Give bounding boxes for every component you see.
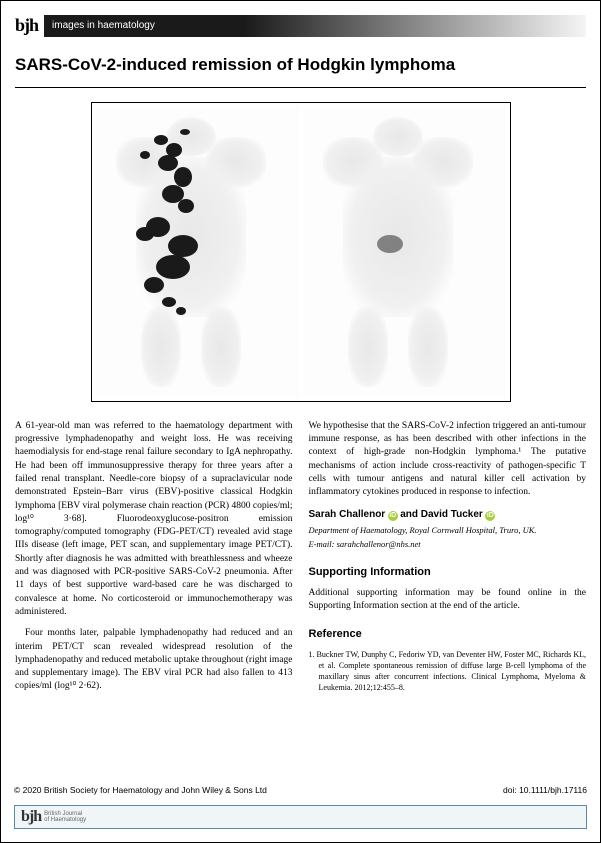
pet-scan-before [96,107,299,397]
doi: doi: 10.1111/bjh.17116 [503,785,587,797]
author-1: Sarah Challenor [309,509,386,520]
orcid-icon: iD [485,511,495,521]
reference-heading: Reference [309,627,587,642]
pet-scan-after [303,107,506,397]
affiliation: Department of Haematology, Royal Cornwal… [309,525,587,537]
paragraph-3: We hypothesise that the SARS-CoV-2 infec… [309,420,587,500]
author-connector: and [400,509,421,520]
footer-logo-subtitle: British Journal of Haematology [44,811,86,823]
supporting-text: Additional supporting information may be… [309,587,587,614]
journal-section: images in haematology [44,19,155,33]
author-block: Sarah Challenor iD and David Tucker iD D… [309,508,587,552]
copyright: © 2020 British Society for Haematology a… [14,785,267,797]
supporting-heading: Supporting Information [309,565,587,580]
reference-1: 1. Buckner TW, Dunphy C, Fedoriw YD, van… [309,649,587,694]
right-column: We hypothesise that the SARS-CoV-2 infec… [309,420,587,702]
title-rule [15,87,586,88]
footer-logo: bjh [21,806,41,828]
body-columns: A 61-year-old man was referred to the ha… [15,420,586,702]
article-title: SARS-CoV-2-induced remission of Hodgkin … [15,53,586,77]
paragraph-1: A 61-year-old man was referred to the ha… [15,420,293,619]
figure-panel [91,102,511,402]
footer-meta: © 2020 British Society for Haematology a… [14,785,587,797]
orcid-icon: iD [388,511,398,521]
author-email: E-mail: sarahchallenor@nhs.net [309,539,587,551]
author-2: David Tucker [421,509,483,520]
footer-journal-box: bjh British Journal of Haematology [14,805,587,829]
left-column: A 61-year-old man was referred to the ha… [15,420,293,702]
page-footer: © 2020 British Society for Haematology a… [14,785,587,829]
journal-logo: bjh [15,13,44,38]
journal-header: bjh images in haematology [15,15,586,37]
paragraph-2: Four months later, palpable lymphadenopa… [15,627,293,693]
